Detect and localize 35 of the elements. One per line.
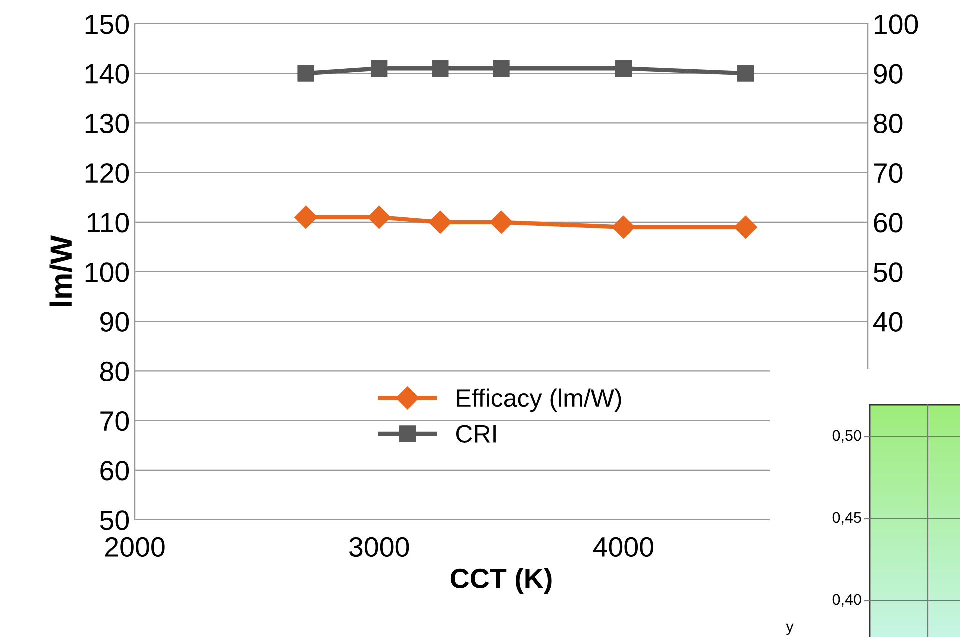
y-tick-label: 120 — [86, 163, 130, 184]
annotation: 0,50 — [832, 430, 862, 443]
text: 0,40 — [832, 594, 862, 607]
y-tick-label: 70 — [100, 411, 130, 432]
x-tick-label: 3000 — [350, 537, 410, 558]
y2-tick-label: 100 — [874, 14, 918, 34]
legend-label: CRI — [456, 425, 496, 443]
y2-tick-label: 50 — [874, 262, 903, 282]
point — [294, 206, 318, 229]
y-axis-title: lm/W — [50, 236, 73, 306]
x-tick-label: 4000 — [593, 537, 654, 558]
text: y — [786, 624, 794, 636]
point — [734, 216, 758, 239]
y-tick-label: 110 — [88, 213, 130, 233]
y-tick-label: 130 — [86, 114, 130, 134]
y-tick-label: 60 — [100, 461, 130, 481]
x-axis-title: CCT (K) — [450, 568, 552, 594]
annotation: 0,45 — [832, 512, 862, 525]
y-tick-label: 100 — [86, 262, 130, 282]
legend-label: Efficacy (lm/W) — [457, 388, 622, 412]
y-tick-label: 140 — [86, 64, 130, 84]
y-tick-label: 50 — [100, 510, 130, 530]
y-tick-label: 90 — [100, 312, 130, 332]
point — [490, 210, 513, 234]
x-tick-label: 2000 — [106, 537, 165, 558]
point — [612, 216, 636, 239]
point — [428, 210, 452, 234]
y2-tick-label: 80 — [874, 114, 903, 134]
y-tick-label: 150 — [86, 14, 130, 34]
y2-tick-label: 40 — [874, 312, 903, 332]
y-tick-label: 80 — [100, 362, 130, 382]
point — [368, 206, 391, 229]
y2-tick-label: 60 — [874, 213, 903, 233]
y2-tick-label: 90 — [874, 64, 903, 84]
y2-tick-label: 70 — [874, 163, 903, 184]
